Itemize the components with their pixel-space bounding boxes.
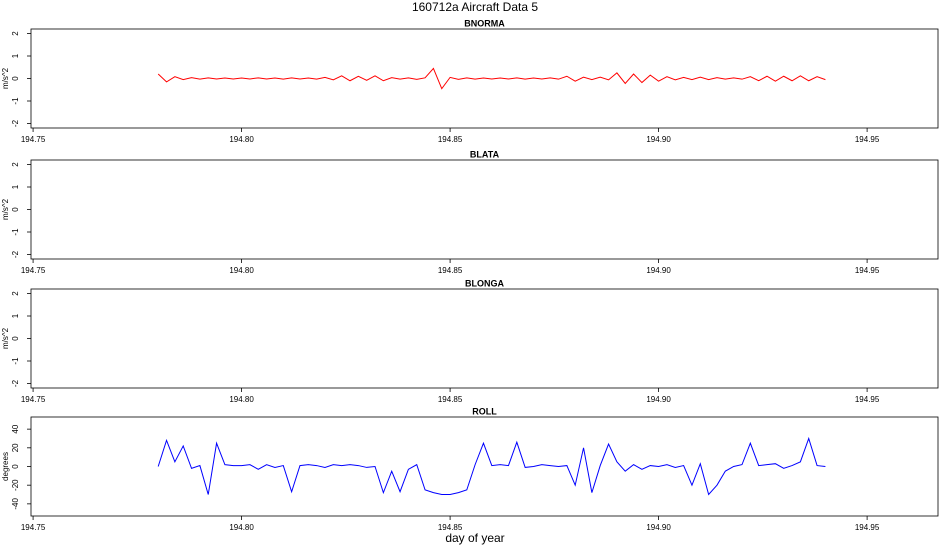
plot-frame bbox=[30, 288, 939, 389]
x-tick-label: 194.75 bbox=[21, 395, 46, 404]
y-tick-label: -1 bbox=[11, 228, 20, 236]
y-tick-label: 2 bbox=[11, 162, 20, 167]
y-tick-label: 40 bbox=[11, 424, 20, 433]
y-axis-label: m/s^2 bbox=[1, 327, 10, 349]
y-tick-label: 0 bbox=[11, 336, 20, 341]
panel-title: BNORMA bbox=[464, 18, 505, 28]
y-axis-label: m/s^2 bbox=[1, 67, 10, 89]
y-tick-label: 1 bbox=[11, 313, 20, 318]
y-tick-label: 20 bbox=[11, 443, 20, 452]
y-tick-label: 2 bbox=[11, 31, 20, 36]
y-tick-label: -20 bbox=[11, 479, 20, 491]
x-tick-label: 194.90 bbox=[646, 266, 671, 275]
plot-frame bbox=[30, 416, 939, 517]
data-line bbox=[157, 436, 826, 496]
y-tick-label: 1 bbox=[11, 53, 20, 58]
y-axis-label: m/s^2 bbox=[1, 198, 10, 220]
panel-title: ROLL bbox=[472, 406, 497, 416]
x-tick-label: 194.75 bbox=[21, 523, 46, 532]
y-tick-label: -1 bbox=[11, 357, 20, 365]
y-tick-label: 0 bbox=[11, 464, 20, 469]
x-tick-label: 194.85 bbox=[438, 266, 463, 275]
x-tick-label: 194.85 bbox=[438, 523, 463, 532]
y-tick-label: -1 bbox=[11, 97, 20, 105]
y-axis-label: degrees bbox=[1, 452, 10, 481]
y-tick-label: -2 bbox=[11, 250, 20, 258]
panel-title: BLONGA bbox=[465, 278, 504, 288]
data-line bbox=[157, 67, 826, 90]
x-tick-label: 194.90 bbox=[646, 395, 671, 404]
panel-title: BLATA bbox=[470, 149, 500, 159]
x-tick-label: 194.95 bbox=[855, 523, 880, 532]
x-tick-label: 194.75 bbox=[21, 266, 46, 275]
x-tick-label: 194.85 bbox=[438, 395, 463, 404]
x-tick-label: 194.80 bbox=[229, 135, 254, 144]
x-tick-label: 194.80 bbox=[229, 266, 254, 275]
x-tick-label: 194.80 bbox=[229, 395, 254, 404]
y-tick-label: 0 bbox=[11, 207, 20, 212]
x-axis-label: day of year bbox=[445, 531, 504, 545]
x-tick-label: 194.80 bbox=[229, 523, 254, 532]
x-tick-label: 194.90 bbox=[646, 523, 671, 532]
x-tick-label: 194.95 bbox=[855, 266, 880, 275]
y-tick-label: 1 bbox=[11, 184, 20, 189]
x-tick-label: 194.85 bbox=[438, 135, 463, 144]
y-tick-label: 0 bbox=[11, 76, 20, 81]
y-tick-label: 2 bbox=[11, 291, 20, 296]
x-tick-label: 194.95 bbox=[855, 395, 880, 404]
y-tick-label: -2 bbox=[11, 379, 20, 387]
y-tick-label: -40 bbox=[11, 498, 20, 510]
y-tick-label: -2 bbox=[11, 119, 20, 127]
page-title: 160712a Aircraft Data 5 bbox=[412, 0, 538, 14]
plot-frame bbox=[30, 159, 939, 260]
x-tick-label: 194.75 bbox=[21, 135, 46, 144]
x-tick-label: 194.90 bbox=[646, 135, 671, 144]
x-tick-label: 194.95 bbox=[855, 135, 880, 144]
